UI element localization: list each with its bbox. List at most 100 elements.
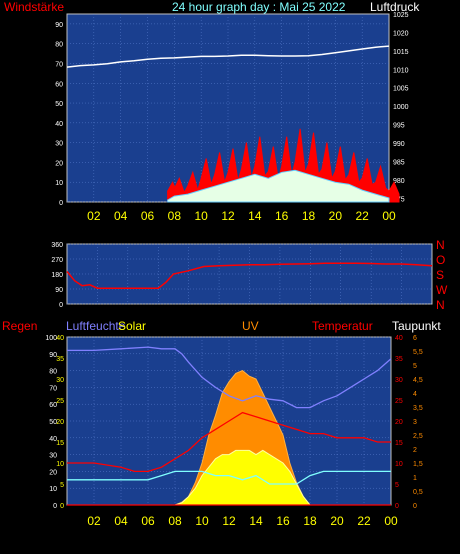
temperature-tick-label: 10 [395, 461, 403, 468]
solar-area [174, 449, 312, 506]
solar-tick-label: 35 [56, 356, 64, 363]
solar-tick-label: 15 [56, 440, 64, 447]
dewpoint-line [67, 470, 391, 485]
uv-tick-label: 5 [413, 363, 417, 370]
pressure-tick-label: 980 [393, 178, 405, 185]
x-tick-label: 04 [114, 514, 128, 528]
solar-tick-label: 0 [60, 503, 64, 510]
pressure-tick-label: 1025 [393, 12, 409, 19]
wind-tick-label: 40 [55, 121, 63, 128]
x-tick-label: 02 [87, 209, 101, 223]
uv-tick-label: 6 [413, 335, 417, 342]
wind-tick-label: 30 [55, 141, 63, 148]
pressure-tick-label: 995 [393, 123, 405, 130]
temperature-tick-label: 0 [395, 503, 399, 510]
pressure-line [66, 45, 390, 68]
humidity-tick-label: 30 [49, 453, 57, 460]
uv-tick-label: 4 [413, 391, 417, 398]
x-tick-label: 16 [275, 209, 289, 223]
uv-tick-label: 1,5 [413, 461, 423, 468]
wind-tick-label: 80 [55, 42, 63, 49]
temperature-tick-label: 40 [395, 335, 403, 342]
wind-direction-line [66, 262, 433, 289]
direction-tick-label: 180 [51, 272, 63, 279]
x-tick-label: 22 [357, 514, 371, 528]
x-tick-label: 18 [303, 514, 317, 528]
x-tick-label: 16 [276, 514, 290, 528]
pressure-tick-label: 1010 [393, 67, 409, 74]
temperature-tick-label: 20 [395, 419, 403, 426]
solar-label: Solar [118, 319, 146, 333]
pressure-tick-label: 990 [393, 141, 405, 148]
pressure-tick-label: 1005 [393, 86, 409, 93]
pressure-tick-label: 985 [393, 159, 405, 166]
wind-tick-label: 70 [55, 61, 63, 68]
temperature-tick-label: 35 [395, 356, 403, 363]
humidity-tick-label: 0 [53, 503, 57, 510]
direction-tick-label: 0 [59, 302, 63, 309]
x-tick-label: 18 [302, 209, 316, 223]
x-tick-label: 14 [249, 514, 263, 528]
humidity-tick-label: 10 [49, 486, 57, 493]
humidity-tick-label: 20 [49, 469, 57, 476]
uv-label: UV [242, 319, 259, 333]
rain-label: Regen [2, 319, 37, 333]
wind-label: Windstärke [4, 0, 64, 14]
x-tick-label: 10 [194, 209, 208, 223]
pressure-tick-label: 1015 [393, 49, 409, 56]
compass-tick-label: O [436, 253, 445, 267]
x-tick-label: 20 [329, 209, 343, 223]
x-tick-label: 08 [168, 209, 182, 223]
uv-tick-label: 2,5 [413, 433, 423, 440]
x-tick-label: 00 [382, 209, 396, 223]
uv-tick-label: 1 [413, 475, 417, 482]
x-tick-label: 00 [384, 514, 398, 528]
pressure-tick-label: 1000 [393, 104, 409, 111]
x-tick-label: 12 [222, 514, 236, 528]
humidity-tick-label: 80 [49, 369, 57, 376]
uv-tick-label: 0 [413, 503, 417, 510]
uv-tick-label: 3 [413, 419, 417, 426]
uv-tick-label: 3,5 [413, 405, 423, 412]
chart-title: 24 hour graph day : Mai 25 2022 [172, 0, 346, 14]
humidity-tick-label: 40 [49, 436, 57, 443]
humidity-tick-label: 50 [49, 419, 57, 426]
direction-tick-label: 90 [55, 287, 63, 294]
x-tick-label: 14 [248, 209, 262, 223]
humidity-tick-label: 60 [49, 402, 57, 409]
direction-tick-label: 360 [51, 242, 63, 249]
wind-tick-label: 60 [55, 81, 63, 88]
temperature-tick-label: 15 [395, 440, 403, 447]
solar-tick-label: 30 [56, 377, 64, 384]
compass-tick-label: S [436, 268, 444, 282]
compass-tick-label: N [436, 298, 445, 312]
compass-tick-label: W [436, 283, 448, 297]
humidity-tick-label: 90 [49, 352, 57, 359]
uv-tick-label: 4,5 [413, 377, 423, 384]
solar-tick-label: 10 [56, 461, 64, 468]
humidity-tick-label: 70 [49, 385, 57, 392]
wind-gust-area [167, 169, 390, 203]
x-tick-label: 02 [87, 514, 101, 528]
temperature-tick-label: 5 [395, 482, 399, 489]
pressure-label: Luftdruck [370, 0, 420, 14]
pressure-tick-label: 1020 [393, 30, 409, 37]
humidity-line [67, 346, 392, 409]
wind-tick-label: 10 [55, 180, 63, 187]
solar-tick-label: 40 [56, 335, 64, 342]
wind-tick-label: 0 [59, 200, 63, 207]
wind-tick-label: 90 [55, 22, 63, 29]
x-tick-label: 08 [168, 514, 182, 528]
humidity-tick-label: 100 [45, 335, 57, 342]
x-tick-label: 06 [141, 209, 155, 223]
x-tick-label: 12 [221, 209, 235, 223]
uv-tick-label: 5,5 [413, 349, 423, 356]
uv-tick-label: 2 [413, 447, 417, 454]
wind-tick-label: 50 [55, 101, 63, 108]
solar-tick-label: 25 [56, 398, 64, 405]
wind-tick-label: 20 [55, 160, 63, 167]
compass-tick-label: N [436, 238, 445, 252]
uv-tick-label: 0,5 [413, 489, 423, 496]
